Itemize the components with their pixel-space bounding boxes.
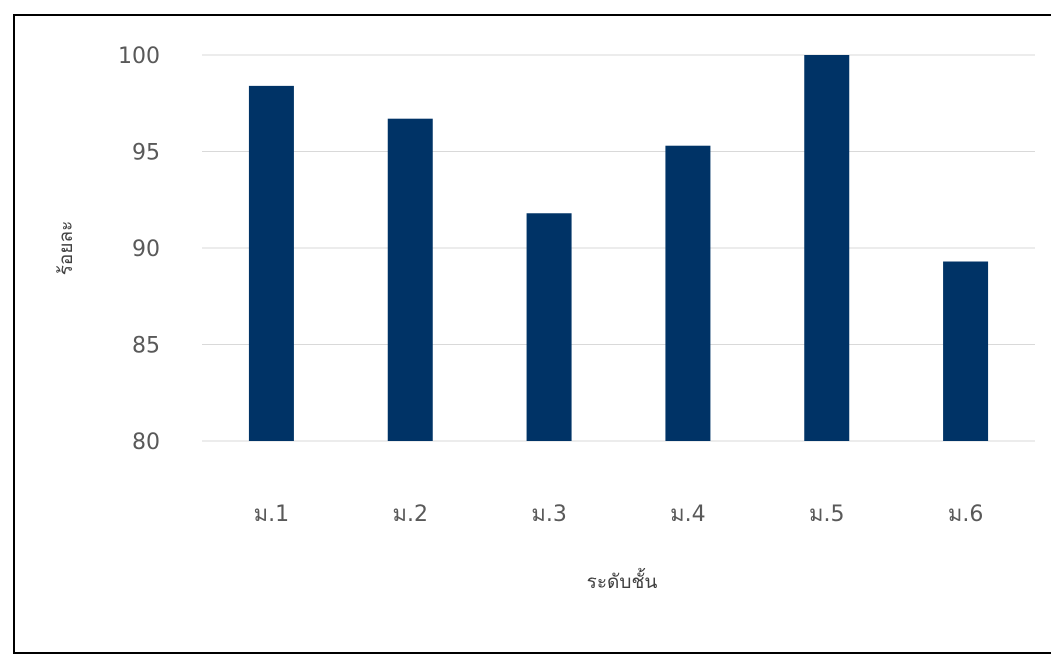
x-tick-label: ม.1 bbox=[254, 502, 290, 527]
y-tick-label: 80 bbox=[132, 430, 160, 455]
bar-chart: 80 85 90 95 100 ม.1 ม.2 ม.3 ม.4 ม.5 ม.6 ระดับชั้น… bbox=[55, 44, 1035, 593]
x-axis-title: ระดับชั้น bbox=[587, 568, 658, 593]
x-tick-label: ม.5 bbox=[809, 502, 845, 527]
x-tick-label: ม.4 bbox=[670, 502, 706, 527]
bars bbox=[248, 55, 989, 441]
x-tick-label: ม.3 bbox=[531, 502, 567, 527]
y-tick-labels: 80 85 90 95 100 bbox=[118, 44, 160, 455]
x-tick-labels: ม.1 ม.2 ม.3 ม.4 ม.5 ม.6 bbox=[254, 502, 984, 527]
bar-6 bbox=[943, 261, 989, 441]
y-tick-label: 85 bbox=[132, 334, 160, 359]
bar-5 bbox=[804, 55, 850, 441]
y-tick-label: 90 bbox=[132, 237, 160, 262]
bar-4 bbox=[665, 145, 711, 441]
bar-2 bbox=[387, 118, 433, 441]
y-tick-label: 100 bbox=[118, 44, 160, 69]
x-tick-label: ม.2 bbox=[393, 502, 429, 527]
bar-1 bbox=[248, 85, 294, 441]
y-tick-label: 95 bbox=[132, 141, 160, 166]
gridlines bbox=[202, 54, 1035, 442]
bar-3 bbox=[526, 213, 572, 441]
x-tick-label: ม.6 bbox=[948, 502, 984, 527]
y-axis-title: ร้อยละ bbox=[55, 221, 77, 276]
